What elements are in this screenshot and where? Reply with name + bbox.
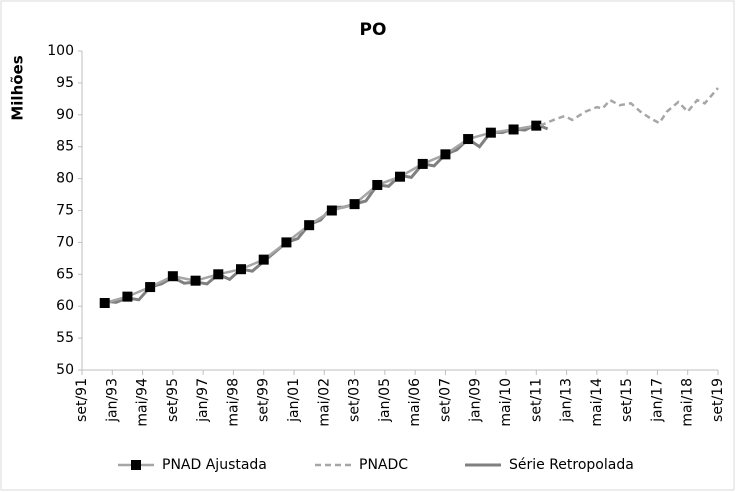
y-tick-label: 55 — [56, 330, 74, 346]
marker — [213, 269, 224, 280]
x-tick-label: set/07 — [437, 378, 453, 422]
x-tick-label: mai/98 — [225, 378, 241, 427]
x-tick-label: jan/97 — [195, 378, 211, 423]
marker — [417, 158, 428, 169]
x-tick-label: jan/17 — [649, 378, 665, 423]
marker — [258, 254, 269, 265]
y-tick-label: 95 — [56, 75, 74, 91]
marker — [349, 199, 360, 210]
chart-title: PO — [360, 20, 387, 40]
legend-label: PNAD Ajustada — [162, 457, 267, 473]
y-tick-label: 60 — [56, 298, 74, 314]
marker — [485, 127, 496, 138]
x-tick-label: set/15 — [619, 378, 635, 422]
marker — [508, 124, 519, 135]
legend-marker — [131, 460, 141, 470]
y-tick-label: 65 — [56, 266, 74, 282]
marker — [190, 275, 201, 286]
y-tick-label: 80 — [56, 171, 74, 187]
marker — [326, 205, 337, 216]
x-tick-label: mai/10 — [498, 378, 514, 427]
x-tick-label: set/19 — [710, 378, 726, 422]
x-tick-label: set/03 — [347, 378, 363, 422]
legend-label: PNADC — [359, 457, 408, 473]
x-tick-label: mai/18 — [680, 378, 696, 427]
x-tick-label: set/95 — [165, 378, 181, 422]
x-tick-label: jan/05 — [377, 378, 393, 423]
marker — [372, 179, 383, 190]
marker — [99, 298, 110, 309]
marker — [122, 291, 133, 302]
marker — [463, 134, 474, 145]
marker — [531, 120, 542, 131]
y-tick-label: 90 — [56, 107, 74, 123]
marker — [167, 271, 178, 282]
y-tick-label: 100 — [47, 43, 74, 59]
series-line — [539, 87, 719, 127]
marker — [281, 237, 292, 248]
y-axis-label: Milhões — [9, 55, 27, 120]
marker — [440, 149, 451, 160]
x-tick-label: mai/06 — [407, 378, 423, 427]
x-tick-label: set/91 — [74, 378, 90, 422]
x-tick-label: jan/93 — [104, 378, 120, 423]
x-tick-label: jan/13 — [559, 378, 575, 423]
x-tick-label: set/99 — [256, 378, 272, 422]
x-tick-label: jan/01 — [286, 378, 302, 423]
x-tick-label: set/11 — [528, 378, 544, 422]
y-tick-label: 70 — [56, 234, 74, 250]
x-tick-label: jan/09 — [468, 378, 484, 423]
y-tick-label: 85 — [56, 139, 74, 155]
marker — [395, 171, 405, 182]
y-tick-label: 50 — [56, 362, 74, 378]
x-tick-label: mai/14 — [589, 378, 605, 427]
x-tick-label: mai/02 — [316, 378, 332, 427]
legend-label: Série Retropolada — [509, 457, 634, 473]
marker — [236, 264, 246, 275]
y-tick-label: 75 — [56, 203, 74, 219]
marker — [304, 220, 315, 231]
x-tick-label: mai/94 — [135, 378, 151, 427]
marker — [145, 282, 156, 293]
